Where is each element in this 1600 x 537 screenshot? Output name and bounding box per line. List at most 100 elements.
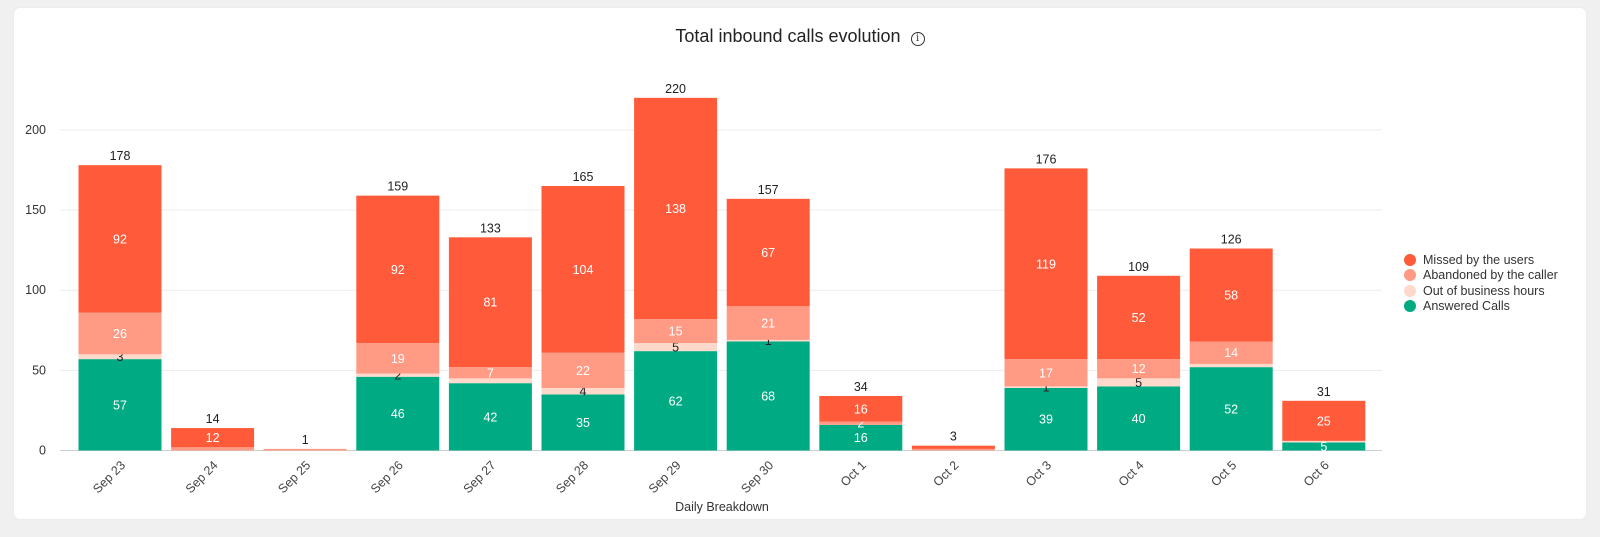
bar-segment-abandoned-by-the-caller[interactable] — [1189, 341, 1273, 364]
segment-label: 3 — [117, 350, 124, 364]
segment-label: 12 — [1132, 362, 1146, 376]
bar-segment-out-of-business-hours[interactable] — [356, 373, 440, 377]
bar-segment-answered-calls[interactable] — [1004, 387, 1088, 451]
bar-segment-missed-by-the-users[interactable] — [356, 195, 440, 344]
x-tick-label: Sep 28 — [553, 458, 591, 496]
x-tick-label: Sep 26 — [368, 458, 406, 496]
segment-label: 92 — [391, 263, 405, 277]
x-tick-label: Sep 27 — [461, 458, 499, 496]
bar-segment-abandoned-by-the-caller[interactable] — [171, 447, 255, 451]
bar-segment-missed-by-the-users[interactable] — [1097, 275, 1181, 360]
segment-label: 92 — [113, 232, 127, 246]
legend-label: Missed by the users — [1423, 252, 1535, 267]
bar-total-label: 31 — [1317, 385, 1331, 399]
bar-segment-answered-calls[interactable] — [726, 341, 810, 451]
bar-segment-answered-calls[interactable] — [1097, 386, 1181, 451]
bar-segment-out-of-business-hours[interactable] — [541, 387, 625, 395]
bar-segment-answered-calls[interactable] — [448, 383, 532, 451]
legend-item-answered-calls[interactable]: Answered Calls — [1404, 299, 1558, 315]
segment-label: 46 — [391, 407, 405, 421]
segment-label: 12 — [206, 431, 220, 445]
segment-label: 1 — [1043, 381, 1050, 395]
bar-segment-out-of-business-hours[interactable] — [1189, 363, 1273, 368]
legend-item-missed-by-the-users[interactable]: Missed by the users — [1404, 252, 1558, 268]
segment-label: 58 — [1224, 289, 1238, 303]
segment-label: 35 — [576, 416, 590, 430]
legend-swatch — [1404, 284, 1416, 297]
legend-swatch — [1404, 300, 1416, 313]
bar-segment-out-of-business-hours[interactable] — [634, 343, 718, 352]
bar-segment-missed-by-the-users[interactable] — [78, 165, 162, 313]
bar-segment-abandoned-by-the-caller[interactable] — [1004, 359, 1088, 387]
segment-label: 5 — [1320, 440, 1327, 454]
segment-label: 67 — [761, 246, 775, 260]
segment-label: 52 — [1224, 402, 1238, 416]
bar-segment-abandoned-by-the-caller[interactable] — [263, 448, 347, 451]
x-tick-label: Oct 3 — [1023, 458, 1054, 489]
bar-segment-out-of-business-hours[interactable] — [78, 354, 162, 360]
segment-label: 17 — [1039, 366, 1053, 380]
segment-label: 4 — [580, 385, 587, 399]
y-tick-label: 50 — [32, 363, 46, 377]
legend-item-abandoned-by-the-caller[interactable]: Abandoned by the caller — [1404, 268, 1558, 284]
bar-segment-missed-by-the-users[interactable] — [911, 445, 995, 449]
segment-label: 26 — [113, 327, 127, 341]
bar-total-label: 178 — [110, 149, 131, 163]
chart-legend: Missed by the users Abandoned by the call… — [1404, 252, 1558, 314]
x-tick-label: Oct 4 — [1116, 458, 1147, 489]
bar-segment-missed-by-the-users[interactable] — [634, 97, 718, 320]
bar-segment-abandoned-by-the-caller[interactable] — [448, 367, 532, 379]
x-tick-label: Sep 30 — [738, 458, 776, 496]
bar-segment-out-of-business-hours[interactable] — [726, 339, 810, 342]
bar-segment-answered-calls[interactable] — [356, 376, 440, 451]
segment-label: 21 — [761, 317, 775, 331]
bar-total-label: 133 — [480, 221, 501, 235]
bar-segment-abandoned-by-the-caller[interactable] — [634, 319, 718, 344]
bar-segment-answered-calls[interactable] — [1282, 442, 1366, 451]
bar-segment-out-of-business-hours[interactable] — [1097, 378, 1181, 387]
segment-label: 7 — [487, 366, 494, 380]
legend-label: Answered Calls — [1423, 299, 1510, 314]
segment-label: 22 — [576, 364, 590, 378]
segment-label: 52 — [1132, 311, 1146, 325]
segment-label: 1 — [765, 334, 772, 348]
chart-title-row: Total inbound calls evolution i — [14, 26, 1586, 47]
bar-segment-missed-by-the-users[interactable] — [541, 186, 625, 353]
x-tick-label: Sep 29 — [646, 458, 684, 496]
segment-label: 2 — [394, 369, 401, 383]
bar-segment-answered-calls[interactable] — [78, 359, 162, 451]
bar-total-label: 3 — [950, 430, 957, 444]
bar-segment-answered-calls[interactable] — [1189, 367, 1273, 451]
segment-label: 15 — [669, 325, 683, 339]
bar-segment-abandoned-by-the-caller[interactable] — [78, 312, 162, 355]
bar-total-label: 126 — [1221, 233, 1242, 247]
bar-segment-missed-by-the-users[interactable] — [1004, 168, 1088, 360]
bar-segment-abandoned-by-the-caller[interactable] — [726, 306, 810, 340]
bar-segment-missed-by-the-users[interactable] — [819, 395, 903, 422]
bar-segment-answered-calls[interactable] — [819, 424, 903, 451]
bar-segment-abandoned-by-the-caller[interactable] — [356, 343, 440, 374]
bar-segment-abandoned-by-the-caller[interactable] — [819, 421, 903, 425]
bar-segment-abandoned-by-the-caller[interactable] — [1097, 359, 1181, 379]
bar-segment-out-of-business-hours[interactable] — [1282, 440, 1366, 443]
bar-segment-out-of-business-hours[interactable] — [1004, 386, 1088, 388]
legend-item-out-of-business-hours[interactable]: Out of business hours — [1404, 283, 1558, 299]
bar-segment-missed-by-the-users[interactable] — [1189, 248, 1273, 342]
segment-label: 39 — [1039, 413, 1053, 427]
bar-total-label: 1 — [302, 433, 309, 447]
info-icon[interactable]: i — [910, 32, 925, 46]
bar-segment-abandoned-by-the-caller[interactable] — [541, 352, 625, 388]
segment-label: 104 — [573, 263, 594, 277]
x-tick-label: Sep 25 — [275, 458, 313, 496]
bar-segment-missed-by-the-users[interactable] — [726, 198, 810, 307]
bar-segment-missed-by-the-users[interactable] — [171, 428, 255, 448]
bar-segment-out-of-business-hours[interactable] — [448, 378, 532, 384]
segment-label: 62 — [669, 394, 683, 408]
bar-segment-abandoned-by-the-caller[interactable] — [911, 448, 995, 451]
bar-segment-answered-calls[interactable] — [634, 351, 718, 451]
bar-total-label: 220 — [665, 82, 686, 96]
bar-segment-missed-by-the-users[interactable] — [1282, 400, 1366, 441]
bar-segment-missed-by-the-users[interactable] — [448, 237, 532, 368]
legend-swatch — [1404, 269, 1416, 282]
bar-segment-answered-calls[interactable] — [541, 394, 625, 451]
